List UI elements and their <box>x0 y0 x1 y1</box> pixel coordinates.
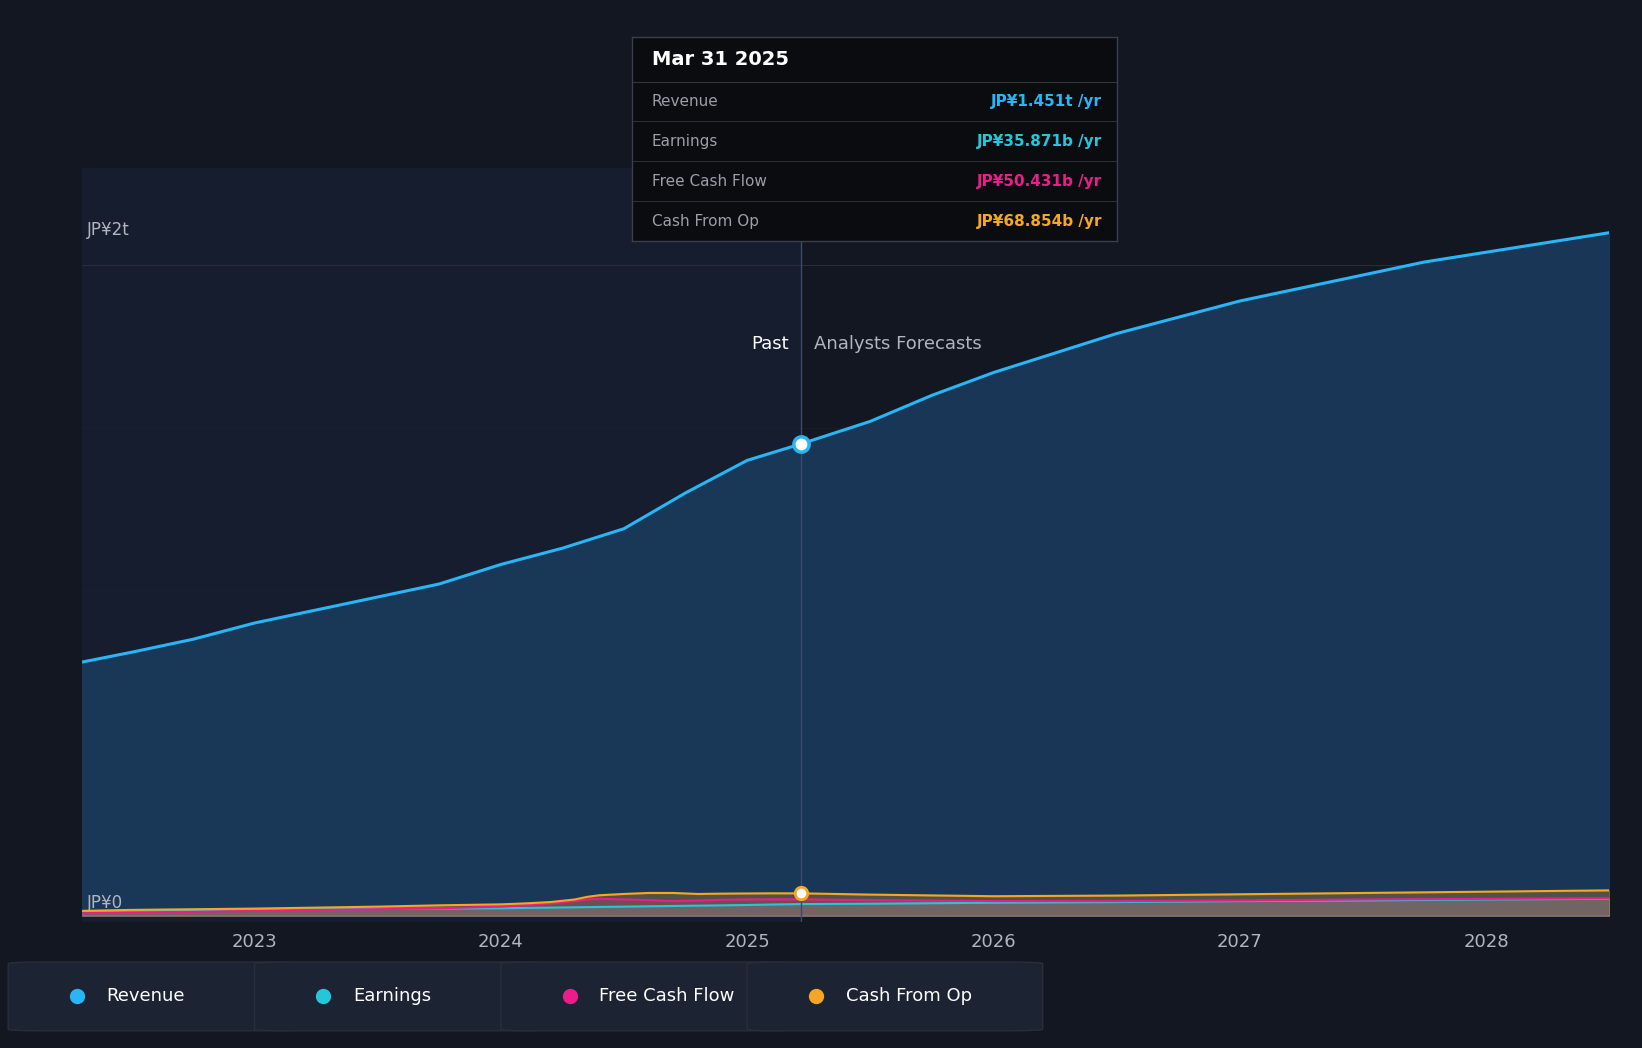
Text: Cash From Op: Cash From Op <box>846 987 972 1005</box>
Text: JP¥68.854b /yr: JP¥68.854b /yr <box>977 214 1102 228</box>
Text: Earnings: Earnings <box>652 134 718 149</box>
FancyBboxPatch shape <box>255 962 550 1031</box>
FancyBboxPatch shape <box>501 962 796 1031</box>
Text: Earnings: Earnings <box>353 987 432 1005</box>
Text: JP¥50.431b /yr: JP¥50.431b /yr <box>977 174 1102 189</box>
FancyBboxPatch shape <box>8 962 304 1031</box>
Text: Revenue: Revenue <box>652 94 718 109</box>
Text: Analysts Forecasts: Analysts Forecasts <box>813 335 982 353</box>
Bar <box>82 168 801 922</box>
Text: Past: Past <box>752 335 790 353</box>
FancyBboxPatch shape <box>747 962 1043 1031</box>
Text: JP¥35.871b /yr: JP¥35.871b /yr <box>977 134 1102 149</box>
Text: Free Cash Flow: Free Cash Flow <box>652 174 767 189</box>
Text: Mar 31 2025: Mar 31 2025 <box>652 49 788 69</box>
Text: Revenue: Revenue <box>107 987 186 1005</box>
Text: JP¥2t: JP¥2t <box>87 221 130 239</box>
Text: JP¥1.451t /yr: JP¥1.451t /yr <box>992 94 1102 109</box>
Text: Cash From Op: Cash From Op <box>652 214 759 228</box>
Text: JP¥0: JP¥0 <box>87 895 123 913</box>
Text: Free Cash Flow: Free Cash Flow <box>599 987 734 1005</box>
